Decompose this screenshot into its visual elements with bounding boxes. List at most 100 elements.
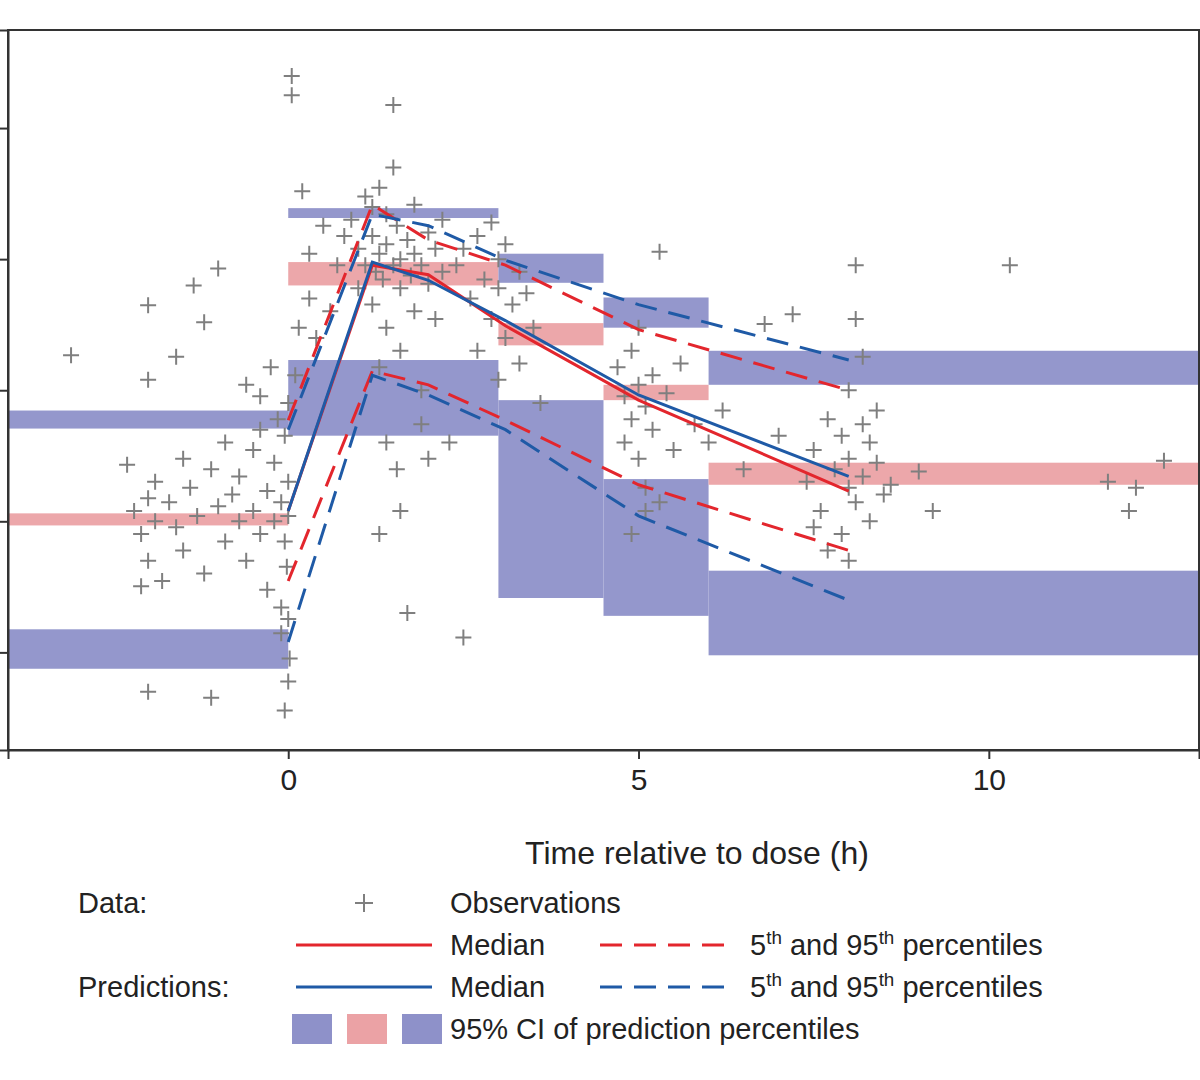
observation <box>280 673 296 689</box>
y-tick-mark <box>0 128 8 130</box>
observation <box>140 490 156 506</box>
legend-symbol <box>296 944 432 947</box>
observation <box>701 434 717 450</box>
observation <box>343 212 359 228</box>
observation <box>203 461 219 477</box>
y-axis-line <box>0 31 9 751</box>
observation <box>231 468 247 484</box>
y-tick-mark <box>0 390 8 392</box>
observation <box>301 246 317 262</box>
observation <box>497 330 513 346</box>
legend-label: 5th and 95th percentiles <box>750 969 1043 1003</box>
x-tick: 5 <box>631 750 648 796</box>
observation <box>617 434 633 450</box>
ci-band <box>604 385 709 400</box>
observation <box>483 215 499 231</box>
observation <box>252 526 268 542</box>
observation <box>182 480 198 496</box>
observation <box>378 236 394 252</box>
observation <box>329 257 345 273</box>
legend-label: Median <box>450 971 545 1003</box>
legend-swatch <box>402 1014 442 1044</box>
observation <box>841 451 857 467</box>
observation <box>862 434 878 450</box>
observation <box>168 519 184 535</box>
observation <box>357 189 373 205</box>
percentile-line <box>288 375 848 642</box>
bands <box>8 208 1199 669</box>
observation <box>876 487 892 503</box>
observation <box>270 411 286 427</box>
observation <box>133 578 149 594</box>
observation <box>263 359 279 375</box>
observation <box>301 291 317 307</box>
lines <box>288 205 848 642</box>
legend-swatch <box>292 1014 332 1044</box>
ci-band <box>288 360 498 436</box>
observation <box>434 212 450 228</box>
observation <box>610 359 626 375</box>
observation <box>406 197 422 213</box>
y-tick <box>0 128 8 129</box>
observation <box>203 690 219 706</box>
observation <box>399 605 415 621</box>
observation <box>855 416 871 432</box>
observation <box>266 455 282 471</box>
observation <box>277 703 293 719</box>
observation <box>1002 257 1018 273</box>
ci-band <box>8 629 288 668</box>
x-tick-label: 0 <box>280 763 297 796</box>
x-tick-label: 10 <box>973 763 1006 796</box>
y-tick-mark <box>0 259 8 261</box>
observation <box>806 442 822 458</box>
observation <box>624 526 640 542</box>
legend-label: Observations <box>450 887 621 919</box>
observation <box>413 257 429 273</box>
observation <box>140 297 156 313</box>
x-tick: 0 <box>280 750 297 796</box>
median-line <box>288 265 848 511</box>
legend-symbol <box>600 944 735 947</box>
percentile-line <box>288 371 848 581</box>
observation <box>848 257 864 273</box>
observation <box>245 503 261 519</box>
observation <box>806 519 822 535</box>
observation <box>385 97 401 113</box>
observation <box>210 260 226 276</box>
observation <box>154 573 170 589</box>
observation <box>371 246 387 262</box>
observation <box>277 428 293 444</box>
observation <box>624 411 640 427</box>
observation <box>189 508 205 524</box>
observation <box>434 264 450 280</box>
observation <box>673 355 689 371</box>
legend-symbol <box>296 986 432 989</box>
observation <box>497 236 513 252</box>
observation <box>392 343 408 359</box>
observation <box>848 494 864 510</box>
observation <box>266 513 282 529</box>
ci-band <box>604 297 709 327</box>
y-tick <box>0 390 8 391</box>
chart: 0510Time relative to dose (h)Data:Observ… <box>0 0 1200 1080</box>
x-axis-line <box>9 751 1200 760</box>
observation <box>280 474 296 490</box>
observation <box>259 582 275 598</box>
observation <box>147 474 163 490</box>
observation <box>133 526 149 542</box>
observation <box>273 625 289 641</box>
legend-label: 5th and 95th percentiles <box>750 927 1043 961</box>
observation <box>392 503 408 519</box>
observation <box>315 218 331 234</box>
y-tick-mark <box>0 521 8 523</box>
observation <box>399 232 415 248</box>
observation <box>925 503 941 519</box>
observation <box>245 442 261 458</box>
observation <box>841 553 857 569</box>
ci-band <box>8 513 288 525</box>
ci-band <box>709 571 1199 656</box>
median-line <box>288 262 848 511</box>
observation <box>63 347 79 363</box>
legend-group-label: Predictions: <box>78 971 230 1003</box>
legend-label: Median <box>450 929 545 961</box>
